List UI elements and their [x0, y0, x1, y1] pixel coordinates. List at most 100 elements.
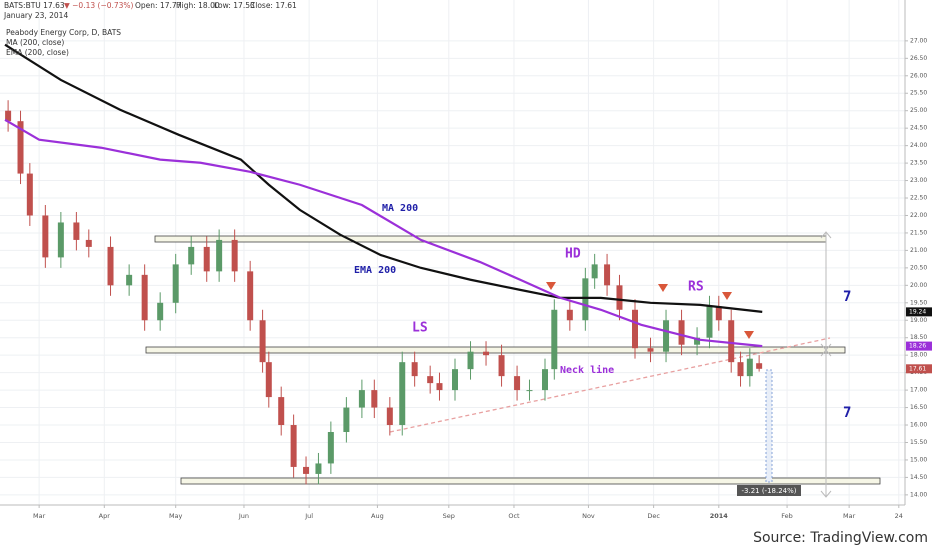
- candle-body: [73, 222, 80, 240]
- y-tick-label: 16.50: [910, 404, 927, 411]
- legend-ema: EMA (200, close): [6, 48, 69, 57]
- header-symbol: BATS:BTU 17.63: [4, 1, 65, 10]
- candle-body: [411, 362, 418, 377]
- candle-body: [315, 463, 322, 474]
- y-tick-label: 21.50: [910, 229, 927, 236]
- x-tick-label: Jun: [238, 512, 249, 520]
- candle-body: [327, 432, 334, 464]
- y-tick-label: 15.50: [910, 439, 927, 446]
- candle-body: [498, 355, 505, 377]
- candle-body: [42, 215, 49, 258]
- candle-body: [371, 390, 378, 408]
- arrows: [546, 282, 754, 339]
- y-tick-label: 22.00: [910, 212, 927, 219]
- candle-body: [694, 337, 701, 345]
- x-tick-label: 2014: [710, 512, 729, 520]
- y-tick-label: 22.50: [910, 195, 927, 202]
- annotation: MA 200: [382, 203, 418, 214]
- x-tick-label: Nov: [582, 512, 595, 520]
- candle-body: [514, 376, 521, 391]
- candle-body: [542, 369, 548, 391]
- header-change: ▼ −0.13 (−0.73%): [64, 1, 134, 10]
- annotation: HD: [565, 247, 581, 262]
- price-tag-label: 17.61: [909, 365, 926, 372]
- annotation: RS: [688, 280, 704, 295]
- header-low: Low: 17.53: [214, 1, 255, 10]
- y-tick-label: 19.00: [910, 317, 927, 324]
- candle-body: [467, 351, 474, 370]
- target-box: [180, 477, 881, 485]
- x-tick-label: Apr: [99, 512, 111, 520]
- candle-body: [728, 320, 735, 363]
- candle-body: [616, 285, 623, 310]
- candle-body: [452, 369, 458, 391]
- y-tick-label: 25.50: [910, 90, 927, 97]
- candle-body: [141, 274, 148, 321]
- candle-body: [746, 358, 753, 377]
- measure-box: [737, 485, 801, 496]
- marks: [4, 43, 763, 485]
- candle-body: [343, 407, 350, 433]
- candle-body: [126, 274, 133, 286]
- candle-body: [551, 309, 558, 370]
- arrow: [722, 292, 732, 300]
- price-tag: [906, 307, 932, 317]
- candle-body: [5, 110, 12, 122]
- candle-body: [247, 271, 254, 321]
- y-tick-label: 25.00: [910, 107, 927, 114]
- y-tick-label: 27.00: [910, 37, 927, 44]
- candle-body: [427, 376, 434, 384]
- y-tick-label: 24.00: [910, 142, 927, 149]
- drop-range: [765, 369, 773, 483]
- y-tick-label: 14.50: [910, 474, 927, 481]
- candle-body: [647, 348, 654, 352]
- candle-body: [604, 264, 611, 286]
- price-tag-label: 18.26: [909, 343, 926, 350]
- header-high: High: 18.00: [176, 1, 220, 10]
- header-close: Close: 17.61: [250, 1, 297, 10]
- candle-body: [85, 239, 92, 247]
- candle-body: [632, 309, 638, 349]
- neck-box: [145, 346, 846, 354]
- candle-body: [26, 173, 33, 216]
- header-date: January 23, 2014: [3, 11, 68, 20]
- annotation: Neck line: [560, 364, 614, 376]
- price-tag-label: 19.24: [909, 308, 926, 315]
- price-tag: [906, 341, 932, 351]
- candle-body: [678, 320, 685, 345]
- candle-body: [737, 362, 744, 377]
- neck-line: [389, 337, 831, 433]
- y-tick-label: 18.50: [910, 334, 927, 341]
- measure-arrows: [820, 231, 832, 498]
- annotation: 7: [843, 405, 851, 421]
- x-tick-label: 24: [895, 512, 903, 520]
- candle-body: [715, 306, 722, 321]
- ma-line: [4, 43, 763, 313]
- price-tag: [906, 364, 932, 374]
- y-tick-label: 14.00: [910, 491, 927, 498]
- candle-body: [526, 390, 533, 392]
- candle-body: [278, 397, 285, 426]
- ma-line: [4, 118, 763, 348]
- candle-body: [436, 383, 443, 391]
- x-tick-label: Aug: [371, 512, 384, 520]
- y-tick-label: 26.50: [910, 55, 927, 62]
- candle-body: [172, 264, 179, 303]
- candle-body: [216, 239, 223, 272]
- x-tick-label: Sep: [443, 512, 455, 520]
- y-tick-label: 23.50: [910, 160, 927, 167]
- arrow: [658, 284, 668, 292]
- annotation: -3.21 (-18.24%): [741, 487, 796, 495]
- resistance-box: [154, 235, 827, 243]
- x-tick-label: Jul: [304, 512, 313, 520]
- x-tick-label: Mar: [843, 512, 856, 520]
- annotation: LS: [412, 321, 428, 336]
- candle-body: [566, 309, 573, 321]
- chart-title: Peabody Energy Corp, D, BATS: [6, 28, 121, 37]
- labels: 14.0014.5015.0015.5016.0016.5017.0017.50…: [33, 37, 932, 520]
- y-tick-label: 18.00: [910, 352, 927, 359]
- y-tick-label: 15.00: [910, 456, 927, 463]
- x-tick-label: Oct: [508, 512, 520, 520]
- header-open: Open: 17.77: [135, 1, 182, 10]
